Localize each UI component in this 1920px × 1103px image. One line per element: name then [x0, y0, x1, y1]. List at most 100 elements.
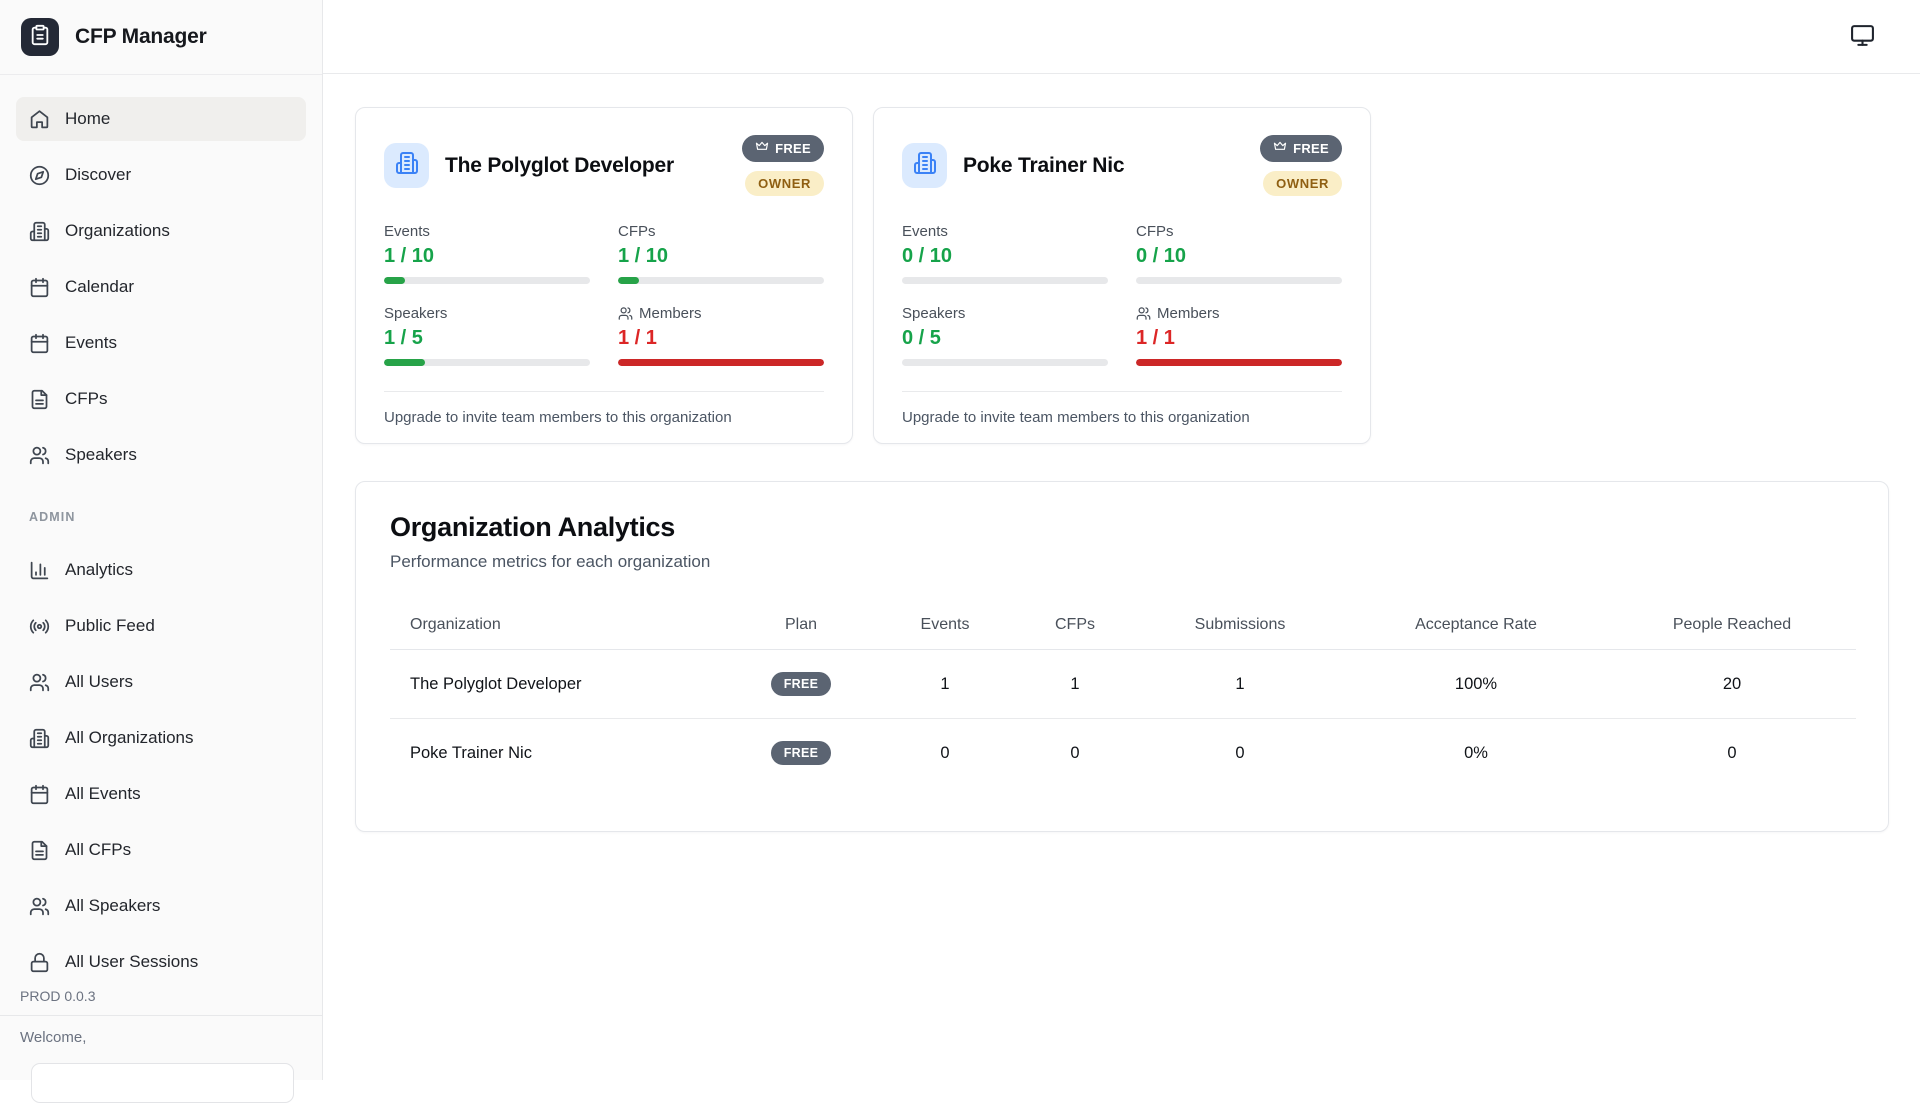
col-acceptance_rate: Acceptance Rate [1415, 616, 1537, 633]
stat-value: 0 / 10 [902, 245, 953, 267]
sidebar-item-all-user-sessions[interactable]: All User Sessions [16, 940, 306, 984]
stat-value: 1 / 10 [618, 245, 669, 267]
sidebar-item-label: Home [65, 109, 111, 128]
sidebar-item-organizations[interactable]: Organizations [16, 209, 306, 253]
app-logo [21, 18, 59, 56]
col-organization: Organization [410, 616, 501, 633]
stat-value: 1 / 10 [384, 245, 435, 267]
sidebar-footer: Welcome, [0, 1015, 322, 1103]
sidebar-item-calendar[interactable]: Calendar [16, 265, 306, 309]
monitor-icon [1850, 23, 1875, 51]
home-icon [29, 109, 50, 130]
sidebar-item-label: Speakers [65, 445, 137, 464]
welcome-text: Welcome, [20, 1029, 87, 1046]
cell-plan: FREE [726, 719, 876, 788]
stat-members: Members 1 / 1 [1136, 305, 1342, 366]
sidebar-item-all-users[interactable]: All Users [16, 660, 306, 704]
sidebar-item-all-organizations[interactable]: All Organizations [16, 716, 306, 760]
table-row-poke-trainer-nic: Poke Trainer Nic FREE 0 0 0 0% 0 [390, 719, 1856, 788]
cell-people_reached: 0 [1727, 743, 1737, 762]
org-card-the-polyglot-developer[interactable]: The Polyglot Developer FREE OWNER Events… [355, 107, 853, 444]
nav-admin-group: Analytics Public Feed All Users All Orga… [16, 548, 306, 984]
stat-progress-fill [1136, 359, 1342, 366]
bar-chart-icon [29, 560, 50, 581]
sidebar-item-label: Organizations [65, 221, 170, 240]
stat-progress-bar [384, 359, 590, 366]
col-people_reached: People Reached [1672, 616, 1792, 633]
cell-organization: The Polyglot Developer [410, 674, 582, 693]
users-icon [618, 306, 633, 321]
sidebar-item-analytics[interactable]: Analytics [16, 548, 306, 592]
org-name: The Polyglot Developer [445, 153, 674, 177]
stat-label: Members [639, 305, 702, 322]
org-avatar [384, 143, 429, 188]
cell-cfps: 0 [1070, 743, 1080, 762]
users-icon [29, 445, 50, 466]
sidebar-item-public-feed[interactable]: Public Feed [16, 604, 306, 648]
file-text-icon [29, 840, 50, 861]
org-card-header: Poke Trainer Nic FREE OWNER [902, 135, 1342, 196]
sidebar-item-label: All CFPs [65, 840, 132, 859]
sidebar-item-cfps[interactable]: CFPs [16, 377, 306, 421]
cell-cfps: 1 [1070, 674, 1080, 693]
cell-organization: Poke Trainer Nic [410, 743, 532, 762]
app-brand: CFP Manager [0, 0, 322, 75]
stat-members: Members 1 / 1 [618, 305, 824, 366]
sidebar-item-home[interactable]: Home [16, 97, 306, 141]
stat-label: Speakers [902, 305, 966, 322]
sidebar-item-all-events[interactable]: All Events [16, 772, 306, 816]
cell-submissions: 1 [1235, 674, 1245, 693]
stat-progress-fill [618, 359, 824, 366]
stat-label: Events [902, 223, 948, 240]
stat-value: 0 / 5 [902, 327, 941, 349]
sidebar-item-all-cfps[interactable]: All CFPs [16, 828, 306, 872]
cell-events: 1 [940, 674, 950, 693]
version-label: PROD 0.0.3 [20, 988, 96, 1004]
sidebar-item-speakers[interactable]: Speakers [16, 433, 306, 477]
org-badges: FREE OWNER [742, 135, 824, 196]
sidebar: CFP Manager Home Discover Organizations … [0, 0, 323, 1103]
analytics-title: Organization Analytics [390, 512, 675, 542]
stat-progress-bar [618, 359, 824, 366]
plan-pill: FREE [770, 741, 832, 766]
cell-acceptance_rate: 100% [1454, 674, 1498, 693]
app-title: CFP Manager [75, 25, 207, 48]
col-cfps: CFPs [1055, 616, 1095, 633]
sidebar-item-label: Events [65, 333, 117, 352]
cell-people_reached: 20 [1722, 674, 1742, 693]
main-area: The Polyglot Developer FREE OWNER Events… [323, 0, 1920, 1080]
sidebar-item-label: CFPs [65, 389, 108, 408]
sidebar-item-label: All Users [65, 672, 134, 691]
building-icon [913, 151, 937, 180]
stat-progress-fill [384, 277, 405, 284]
org-card-header: The Polyglot Developer FREE OWNER [384, 135, 824, 196]
stat-label: Members [1157, 305, 1220, 322]
cell-plan: FREE [726, 650, 876, 719]
topbar [323, 0, 1920, 74]
org-stats: Events 0 / 10 CFPs 0 / 10 Speakers 0 / 5… [902, 223, 1342, 366]
org-stats: Events 1 / 10 CFPs 1 / 10 Speakers 1 / 5… [384, 223, 824, 366]
compass-icon [29, 165, 50, 186]
card-divider [902, 391, 1342, 392]
sidebar-item-all-speakers[interactable]: All Speakers [16, 884, 306, 928]
display-mode-button[interactable] [1846, 19, 1879, 55]
role-badge: OWNER [1263, 171, 1342, 196]
users-icon [1136, 306, 1151, 321]
plan-badge: FREE [1260, 135, 1342, 162]
sidebar-item-label: Discover [65, 165, 132, 184]
stat-label: Events [384, 223, 430, 240]
stat-value: 1 / 1 [1136, 327, 1175, 349]
stat-events: Events 0 / 10 [902, 223, 1108, 284]
user-account-box[interactable] [31, 1063, 294, 1103]
org-card-poke-trainer-nic[interactable]: Poke Trainer Nic FREE OWNER Events 0 / 1… [873, 107, 1371, 444]
plan-badge: FREE [742, 135, 824, 162]
sidebar-item-label: All Organizations [65, 728, 194, 747]
building-icon [29, 728, 50, 749]
sidebar-item-discover[interactable]: Discover [16, 153, 306, 197]
crown-icon [1273, 140, 1287, 157]
stat-value: 1 / 1 [618, 327, 657, 349]
card-divider [384, 391, 824, 392]
org-badges: FREE OWNER [1260, 135, 1342, 196]
nav-main-group: Home Discover Organizations Calendar Eve… [16, 97, 306, 477]
sidebar-item-events[interactable]: Events [16, 321, 306, 365]
